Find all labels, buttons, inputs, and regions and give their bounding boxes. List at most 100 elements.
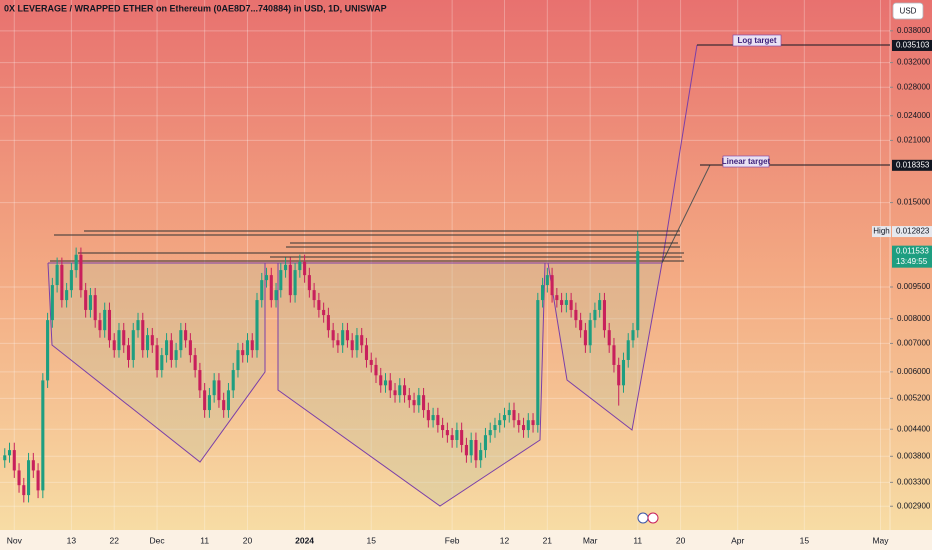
candle-body	[336, 340, 340, 346]
chart-title: 0X LEVERAGE / WRAPPED ETHER on Ethereum …	[4, 3, 387, 13]
y-tick-label: 0.005200	[897, 393, 931, 402]
candles	[3, 231, 640, 503]
candle-body	[112, 340, 116, 351]
price-axis: 0.038000 0.032000 0.028000 0.024000 0.021000…	[872, 26, 932, 510]
candle-body	[517, 420, 521, 426]
candle-body	[188, 340, 192, 356]
candle-body	[36, 470, 40, 491]
candle-body	[193, 355, 197, 371]
candle-body	[436, 415, 440, 426]
price-label-box	[892, 159, 932, 171]
countdown: 13:49:55	[896, 257, 928, 266]
candle-body	[331, 330, 335, 341]
price-label: 0.018353	[896, 160, 930, 169]
candle-body	[236, 350, 240, 371]
candle-body	[564, 300, 568, 305]
candle-body	[322, 309, 326, 316]
candle-body	[555, 295, 559, 301]
candle-body	[103, 309, 107, 331]
candle-body	[607, 330, 611, 346]
candle-body	[7, 450, 12, 456]
candle-body	[203, 390, 207, 411]
candle-body	[312, 290, 316, 301]
candle-body	[426, 410, 430, 421]
candle-body	[222, 400, 226, 411]
x-tick-label: 15	[800, 535, 810, 545]
candle-body	[617, 364, 621, 386]
candle-body	[179, 330, 183, 351]
candle-body	[507, 410, 511, 416]
candle-body	[131, 330, 135, 360]
candle-body	[441, 425, 445, 431]
candle-body	[369, 359, 373, 365]
candle-body	[241, 350, 245, 356]
x-tick-label: 20	[243, 535, 253, 545]
candle-body	[431, 415, 435, 421]
price-label-box	[892, 39, 932, 51]
annotation: Log target	[737, 36, 776, 45]
candle-body	[141, 320, 145, 351]
candle-body	[393, 390, 397, 396]
event-icon	[637, 512, 649, 524]
candle-body	[350, 340, 354, 351]
candle-body	[260, 280, 264, 301]
pattern-fill	[48, 263, 662, 506]
candle-body	[74, 254, 78, 271]
candle-body	[293, 270, 297, 296]
candle-body	[303, 261, 307, 276]
candle-body	[345, 330, 349, 341]
candle-body	[279, 270, 283, 291]
candle-body	[307, 275, 311, 291]
candle-body	[69, 270, 73, 291]
x-tick-label: 21	[543, 535, 553, 545]
x-tick-label: Apr	[731, 535, 744, 545]
candle-body	[88, 295, 92, 310]
candle-body	[469, 440, 473, 456]
candle-body	[17, 470, 21, 486]
candle-body	[22, 485, 26, 496]
candle-body	[621, 359, 626, 386]
candle-body	[526, 420, 530, 431]
x-tick-label: Nov	[7, 535, 23, 545]
price-tag: High	[873, 227, 889, 236]
candle-body	[583, 330, 587, 346]
candle-body	[98, 320, 102, 331]
candle-body	[545, 275, 549, 286]
right-shoulder	[547, 44, 698, 431]
candle-body	[117, 330, 121, 351]
price-label: 0.035103	[896, 41, 930, 50]
candle-body	[636, 251, 640, 331]
currency-button[interactable]	[892, 2, 924, 20]
candle-body	[198, 370, 202, 391]
x-tick-label: Feb	[445, 535, 460, 545]
candle-body	[474, 440, 478, 461]
candle-body	[502, 415, 507, 421]
y-tick-label: 0.007000	[897, 339, 931, 348]
head	[277, 262, 546, 507]
y-tick-label: 0.024000	[897, 111, 931, 120]
y-tick-label: 0.003800	[897, 451, 931, 460]
candle-body	[460, 430, 464, 445]
x-tick-label: May	[872, 535, 889, 545]
candle-body	[541, 285, 545, 301]
candle-body	[226, 390, 230, 411]
candle-body	[160, 355, 164, 371]
candle-body	[536, 300, 540, 426]
candle-body	[422, 395, 426, 411]
candle-body	[398, 385, 402, 396]
candle-body	[60, 264, 64, 301]
candle-body	[379, 375, 383, 386]
candle-body	[602, 300, 606, 331]
candle-body	[364, 345, 369, 360]
candle-body	[341, 330, 345, 346]
candle-body	[27, 460, 31, 496]
candle-body	[65, 290, 69, 301]
candle-body	[212, 380, 216, 396]
y-tick-label: 0.002900	[897, 501, 931, 510]
candle-body	[417, 395, 421, 406]
candle-body	[521, 425, 526, 431]
candle-body	[326, 315, 330, 331]
event-icon	[647, 512, 659, 524]
y-tick-label: 0.008000	[897, 314, 931, 323]
